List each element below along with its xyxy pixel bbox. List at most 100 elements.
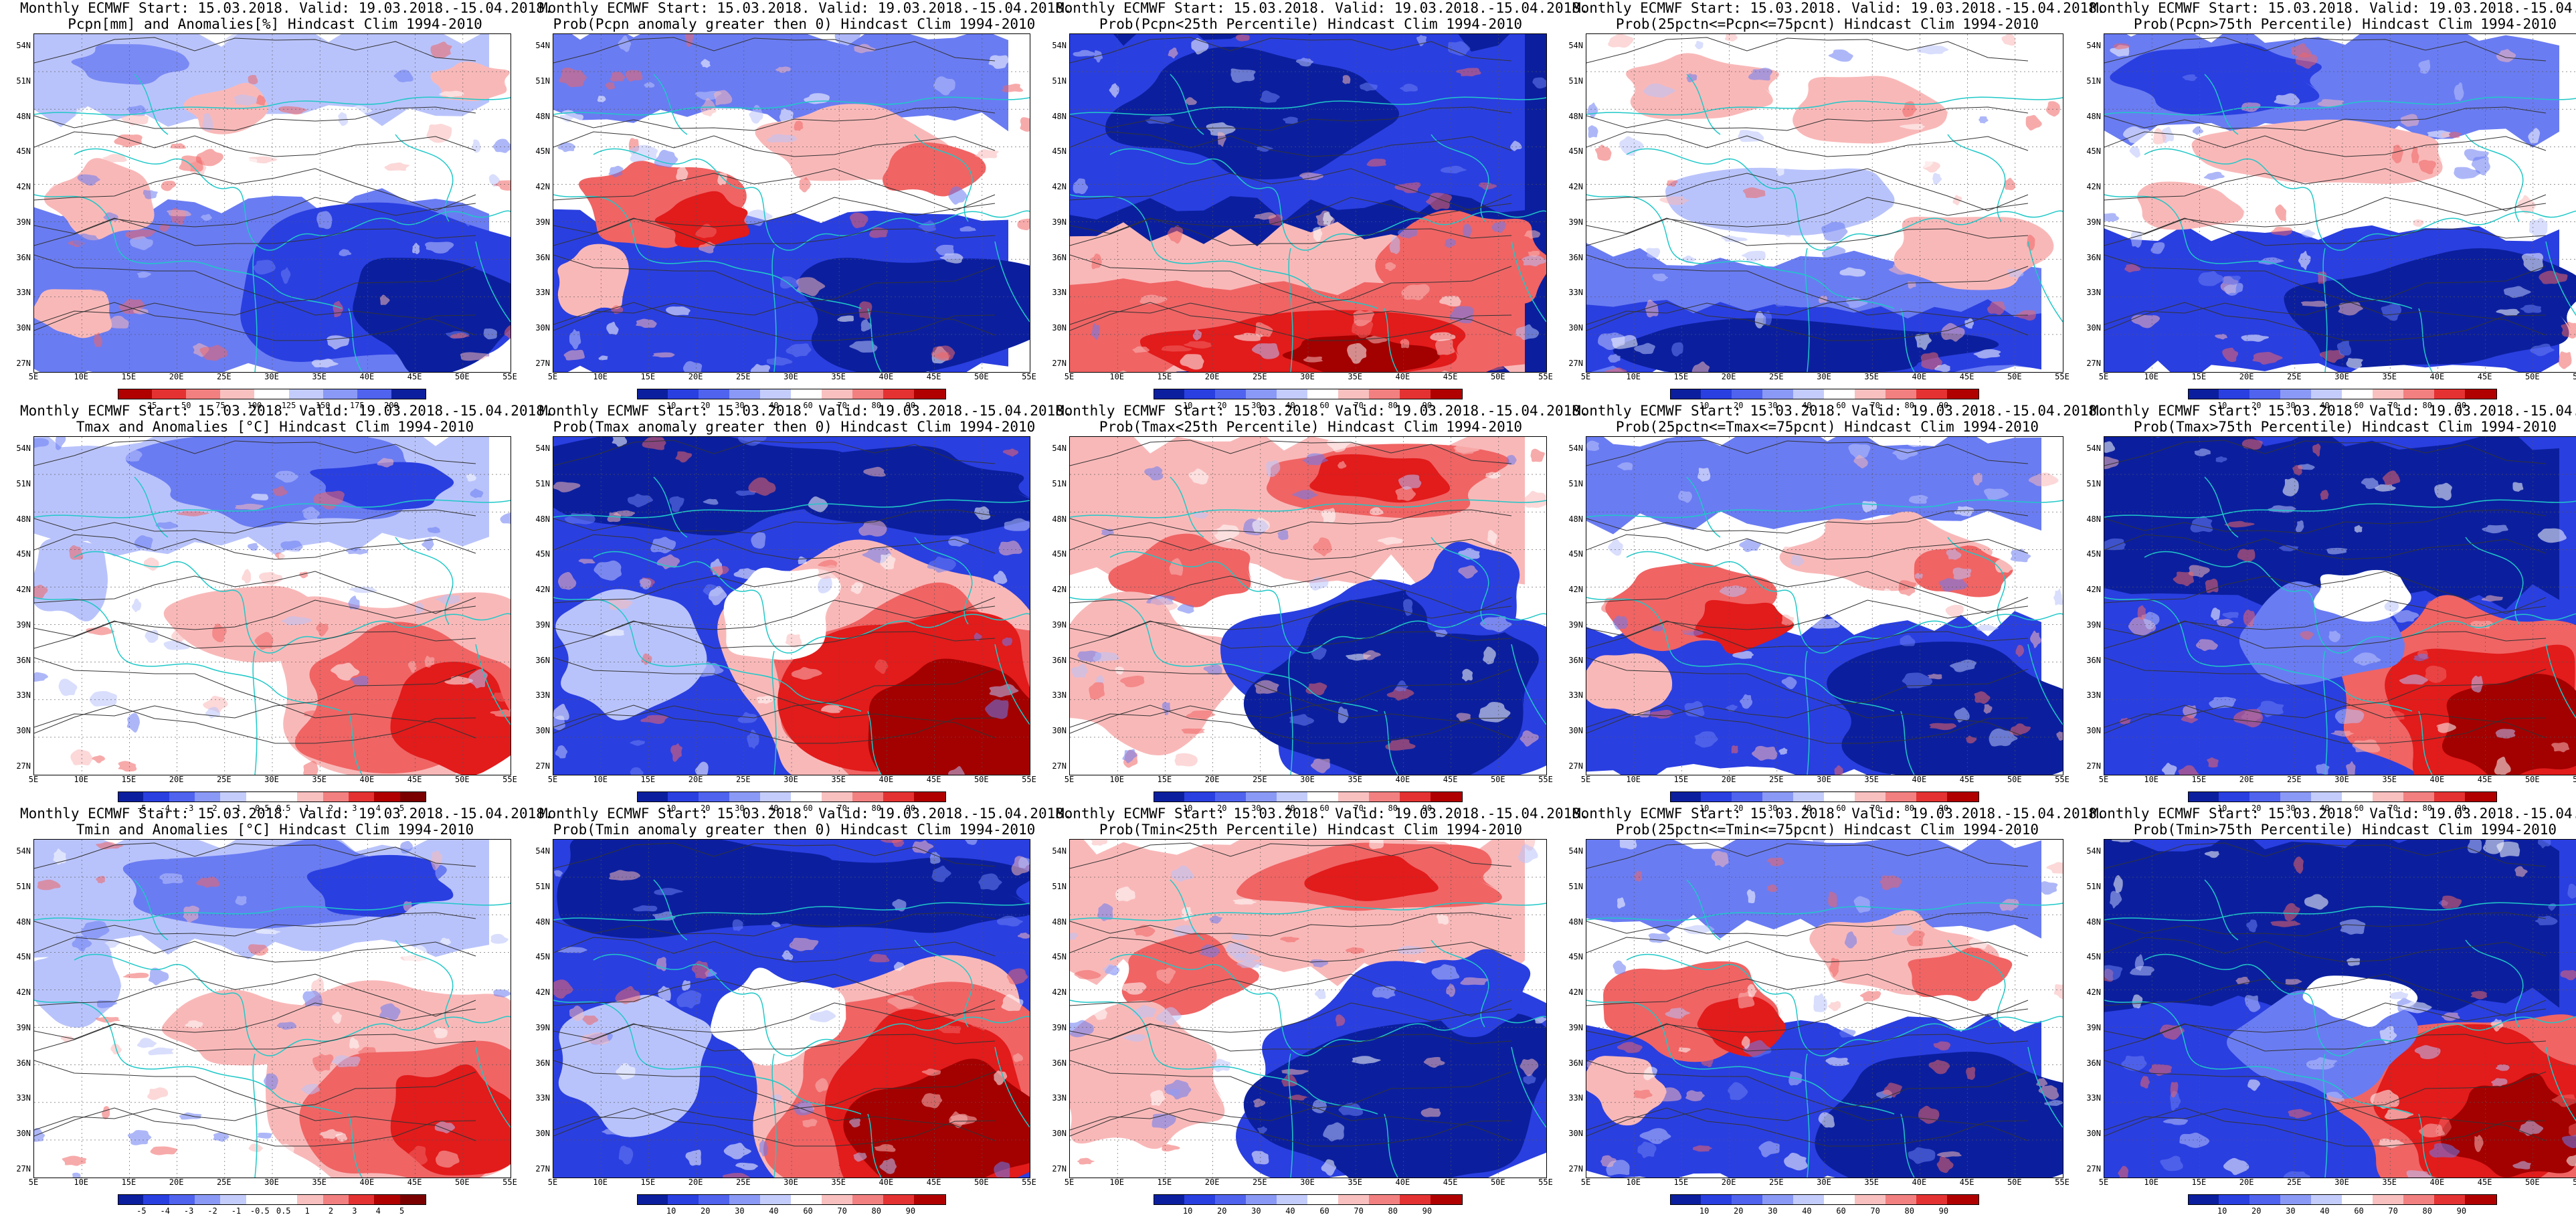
field-patch [1588, 125, 1598, 138]
lat-label: 54N [16, 846, 31, 856]
field-patch [2224, 521, 2256, 528]
field-patch [2246, 919, 2258, 933]
field-patch [2124, 264, 2141, 273]
field-patch [1449, 306, 1475, 324]
colorbar-tick-label: 60 [1836, 1206, 1846, 1216]
field-patch [77, 174, 101, 186]
colorbar-swatch [1431, 389, 1463, 399]
lat-label: 39N [1568, 1022, 1583, 1032]
colorbar-tick-label: 10 [1182, 804, 1193, 813]
lat-label: 33N [1052, 288, 1067, 298]
coastline [1070, 499, 1546, 519]
colorbar-swatch [374, 1194, 401, 1205]
field-patch [2302, 975, 2421, 1027]
colorbar-swatch [2188, 791, 2220, 802]
field-patch [2198, 271, 2224, 286]
field-patch [71, 43, 191, 85]
field-patch [1672, 624, 1697, 634]
colorbar-tick-label: 4 [375, 1206, 381, 1216]
lat-label: 30N [2086, 323, 2101, 333]
field-patch [2130, 965, 2155, 976]
colorbar-tick-label: 60 [2354, 804, 2364, 813]
field-patch [1902, 672, 1934, 688]
field-patch [1637, 1141, 1657, 1159]
coastline [2104, 902, 2576, 921]
field-patch [430, 62, 510, 102]
field-patch [994, 1070, 1008, 1085]
field-patch [2494, 757, 2511, 775]
colorbar-swatch [1277, 389, 1308, 399]
field-patch [1181, 728, 1205, 734]
field-patch [2241, 439, 2263, 450]
field-patch [1810, 618, 1841, 629]
coastline [553, 902, 1030, 921]
field-patch [202, 113, 213, 131]
colorbar-swatch [1670, 389, 1702, 399]
field-patch [1999, 45, 2030, 58]
field-patch [407, 660, 417, 673]
field-patch [853, 1152, 868, 1162]
field-patch [1194, 1085, 1214, 1097]
field-patch [402, 945, 428, 965]
field-patch [2389, 991, 2409, 1000]
field-patch [384, 162, 409, 171]
field-patch [610, 72, 626, 82]
colorbar-tick-label: -5 [136, 804, 147, 813]
colorbar-swatch [152, 389, 187, 399]
field-patch [1882, 1083, 1902, 1098]
field-patch [2537, 528, 2567, 543]
colorbar-tick-label: 80 [2422, 401, 2432, 410]
field-patch [1440, 165, 1468, 174]
coastline [1431, 134, 1489, 222]
field-patch [97, 891, 117, 909]
lon-label: 10E [74, 775, 89, 784]
field-patch [34, 936, 49, 956]
colorbar-swatch [1701, 791, 1732, 802]
map-canvas [553, 437, 1030, 775]
field-patch [710, 967, 847, 1066]
field-patch [2391, 145, 2403, 164]
field-patch [1460, 977, 1489, 986]
lon-label: 10E [1626, 775, 1641, 784]
field-patch [161, 181, 177, 191]
lon-label: 50E [2524, 372, 2540, 381]
lat-label: 42N [16, 182, 31, 192]
field-patch [1650, 626, 1665, 632]
field-patch [1617, 1042, 1643, 1053]
coastline [2104, 194, 2279, 266]
lat-label: 48N [1568, 514, 1583, 524]
map-panel-tmax-anom: Monthly ECMWF Start: 15.03.2018. Valid: … [16, 403, 553, 813]
contour-line [1586, 1023, 2029, 1052]
lat-label: 42N [535, 988, 550, 998]
field-patch [974, 506, 991, 520]
lon-label: 35E [1864, 372, 1879, 381]
lat-label: 30N [1568, 323, 1583, 333]
map-canvas [2104, 840, 2576, 1178]
contour-line [2104, 1071, 2547, 1131]
lat-label: 33N [1568, 1093, 1583, 1103]
colorbar-swatch [2311, 1194, 2342, 1205]
colorbar-swatch [729, 389, 761, 399]
field-patch [1074, 969, 1102, 979]
lon-label: 45E [1443, 775, 1458, 784]
field-patch [918, 220, 937, 233]
lon-label: 35E [312, 775, 327, 784]
field-patch [1928, 1060, 1951, 1074]
lat-label: 30N [535, 726, 550, 736]
colorbar-tick-label: 20 [1216, 401, 1227, 410]
contour-line [1586, 131, 2029, 157]
field-patch [1697, 468, 1711, 482]
field-patch [72, 1172, 81, 1178]
lon-label: 35E [1864, 775, 1879, 784]
colorbar-swatch [883, 1194, 915, 1205]
colorbar-tick-label: 20 [1733, 401, 1744, 410]
field-patch [1781, 614, 1795, 626]
lat-label: 36N [1568, 655, 1583, 665]
lon-label: 25E [735, 372, 751, 381]
contour-line [34, 168, 476, 211]
contour-line [2104, 937, 2547, 963]
colorbar-swatch [1307, 1194, 1339, 1205]
field-patch [426, 124, 452, 143]
contour-line [553, 509, 996, 534]
field-patch [1121, 982, 1147, 995]
